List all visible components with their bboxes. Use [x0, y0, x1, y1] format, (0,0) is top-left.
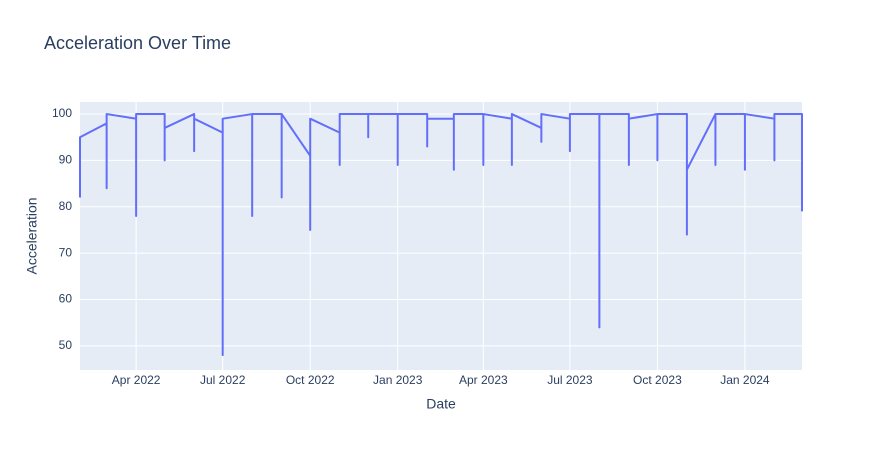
x-tick-label: Jul 2022	[200, 373, 246, 387]
y-tick-label: 80	[59, 199, 73, 213]
y-tick-label: 90	[59, 153, 73, 167]
plot-area	[80, 102, 802, 370]
x-tick-label: Jan 2024	[720, 373, 770, 387]
y-tick-label: 70	[59, 245, 73, 259]
x-axis-label: Date	[426, 396, 456, 412]
x-tick-label: Jan 2023	[373, 373, 423, 387]
y-tick-label: 60	[59, 292, 73, 306]
x-tick-label: Oct 2023	[633, 373, 682, 387]
x-tick-label: Oct 2022	[286, 373, 335, 387]
x-tick-label: Apr 2023	[459, 373, 508, 387]
x-tick-label: Apr 2022	[112, 373, 161, 387]
line	[79, 113, 803, 357]
y-tick-label: 50	[59, 338, 73, 352]
y-axis-label: Acceleration	[24, 197, 40, 274]
chart-title: Acceleration Over Time	[44, 33, 231, 53]
y-tick-label: 100	[52, 106, 72, 120]
x-tick-label: Jul 2023	[547, 373, 593, 387]
